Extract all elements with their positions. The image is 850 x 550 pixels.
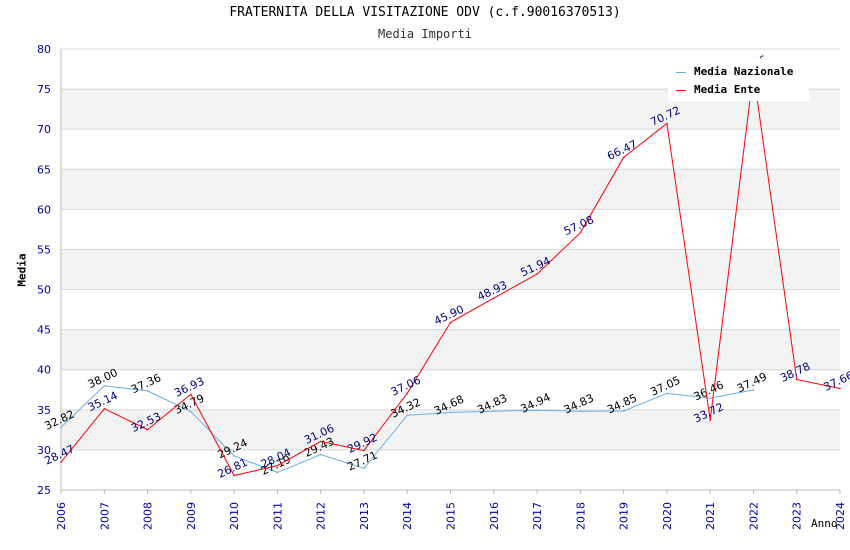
y-axis-title: Media bbox=[15, 253, 29, 287]
x-tick-label: 2019 bbox=[618, 502, 631, 530]
y-tick-label: 50 bbox=[37, 284, 51, 297]
data-point bbox=[190, 393, 192, 396]
grid-band bbox=[61, 169, 840, 210]
data-point bbox=[363, 449, 365, 452]
x-axis-title: Anno bbox=[811, 517, 838, 530]
data-point bbox=[319, 453, 322, 456]
data-point bbox=[579, 231, 582, 234]
data-point bbox=[406, 414, 409, 417]
data-point bbox=[276, 471, 279, 474]
data-point bbox=[103, 407, 106, 410]
y-tick-label: 80 bbox=[37, 43, 51, 56]
data-point bbox=[536, 409, 538, 412]
data-point bbox=[146, 428, 149, 431]
data-point bbox=[579, 410, 582, 412]
data-point bbox=[60, 461, 62, 463]
y-tick-label: 75 bbox=[37, 83, 51, 96]
y-tick-label: 35 bbox=[37, 404, 51, 417]
data-point bbox=[622, 156, 625, 159]
x-tick-label: 2017 bbox=[531, 502, 544, 530]
x-tick-label: 2016 bbox=[488, 502, 501, 530]
x-tick-label: 2015 bbox=[445, 502, 458, 530]
data-point bbox=[666, 392, 668, 395]
y-tick-label: 25 bbox=[37, 484, 51, 497]
chart-title: FRATERNITA DELLA VISITAZIONE ODV (c.f.90… bbox=[229, 5, 621, 20]
data-point bbox=[406, 392, 409, 395]
data-point bbox=[319, 440, 322, 443]
grid-band bbox=[61, 249, 840, 290]
x-tick-label: 2018 bbox=[574, 502, 587, 530]
data-label: 37.36 bbox=[129, 371, 163, 396]
data-point bbox=[492, 297, 495, 299]
data-point bbox=[276, 464, 279, 467]
x-tick-label: 2014 bbox=[401, 502, 414, 530]
data-point bbox=[709, 397, 711, 399]
data-point bbox=[839, 387, 841, 390]
y-tick-label: 70 bbox=[37, 123, 51, 136]
y-tick-label: 40 bbox=[37, 364, 51, 377]
data-label: 36.46 bbox=[692, 378, 726, 403]
x-tick-label: 2020 bbox=[661, 502, 674, 530]
chart-legend: Media Nazionale Media Ente bbox=[668, 58, 809, 101]
x-tick-label: 2023 bbox=[791, 502, 804, 530]
data-point bbox=[233, 455, 235, 457]
x-tick-label: 2010 bbox=[228, 502, 241, 530]
data-point bbox=[60, 426, 62, 429]
x-tick-label: 2022 bbox=[747, 502, 760, 530]
x-tick-label: 2006 bbox=[55, 502, 68, 530]
data-point bbox=[146, 390, 149, 392]
data-point bbox=[709, 419, 711, 421]
x-tick-label: 2024 bbox=[834, 502, 847, 530]
data-point bbox=[363, 467, 365, 470]
x-tick-label: 2012 bbox=[315, 502, 328, 530]
y-tick-label: 65 bbox=[37, 163, 51, 176]
data-point bbox=[752, 389, 755, 391]
legend-label-media-ente: Media Ente bbox=[694, 83, 761, 96]
y-tick-label: 30 bbox=[37, 444, 51, 457]
y-tick-label: 60 bbox=[37, 203, 51, 216]
data-point bbox=[795, 378, 798, 381]
grid-band bbox=[61, 329, 840, 370]
data-point bbox=[492, 410, 495, 412]
data-point bbox=[190, 410, 192, 413]
legend-swatch-media-nazionale bbox=[676, 72, 686, 73]
data-point bbox=[666, 122, 668, 125]
x-tick-label: 2007 bbox=[98, 502, 111, 530]
data-point bbox=[449, 411, 452, 414]
data-label: 37.66 bbox=[821, 369, 850, 394]
data-point bbox=[233, 474, 235, 477]
chart-subtitle: Media Importi bbox=[378, 27, 472, 41]
data-label: 37.49 bbox=[735, 370, 769, 395]
x-tick-label: 2009 bbox=[185, 502, 198, 530]
legend-label-media-nazionale: Media Nazionale bbox=[694, 65, 794, 78]
data-point bbox=[449, 321, 452, 324]
legend-swatch-media-ente bbox=[676, 90, 686, 91]
x-tick-label: 2008 bbox=[142, 502, 155, 530]
y-tick-label: 45 bbox=[37, 324, 51, 337]
data-point bbox=[536, 273, 538, 275]
x-tick-label: 2013 bbox=[358, 502, 371, 530]
y-tick-label: 55 bbox=[37, 243, 51, 256]
data-point bbox=[103, 384, 106, 387]
x-tick-label: 2021 bbox=[704, 502, 717, 530]
x-tick-label: 2011 bbox=[271, 502, 284, 530]
data-point bbox=[622, 410, 625, 412]
